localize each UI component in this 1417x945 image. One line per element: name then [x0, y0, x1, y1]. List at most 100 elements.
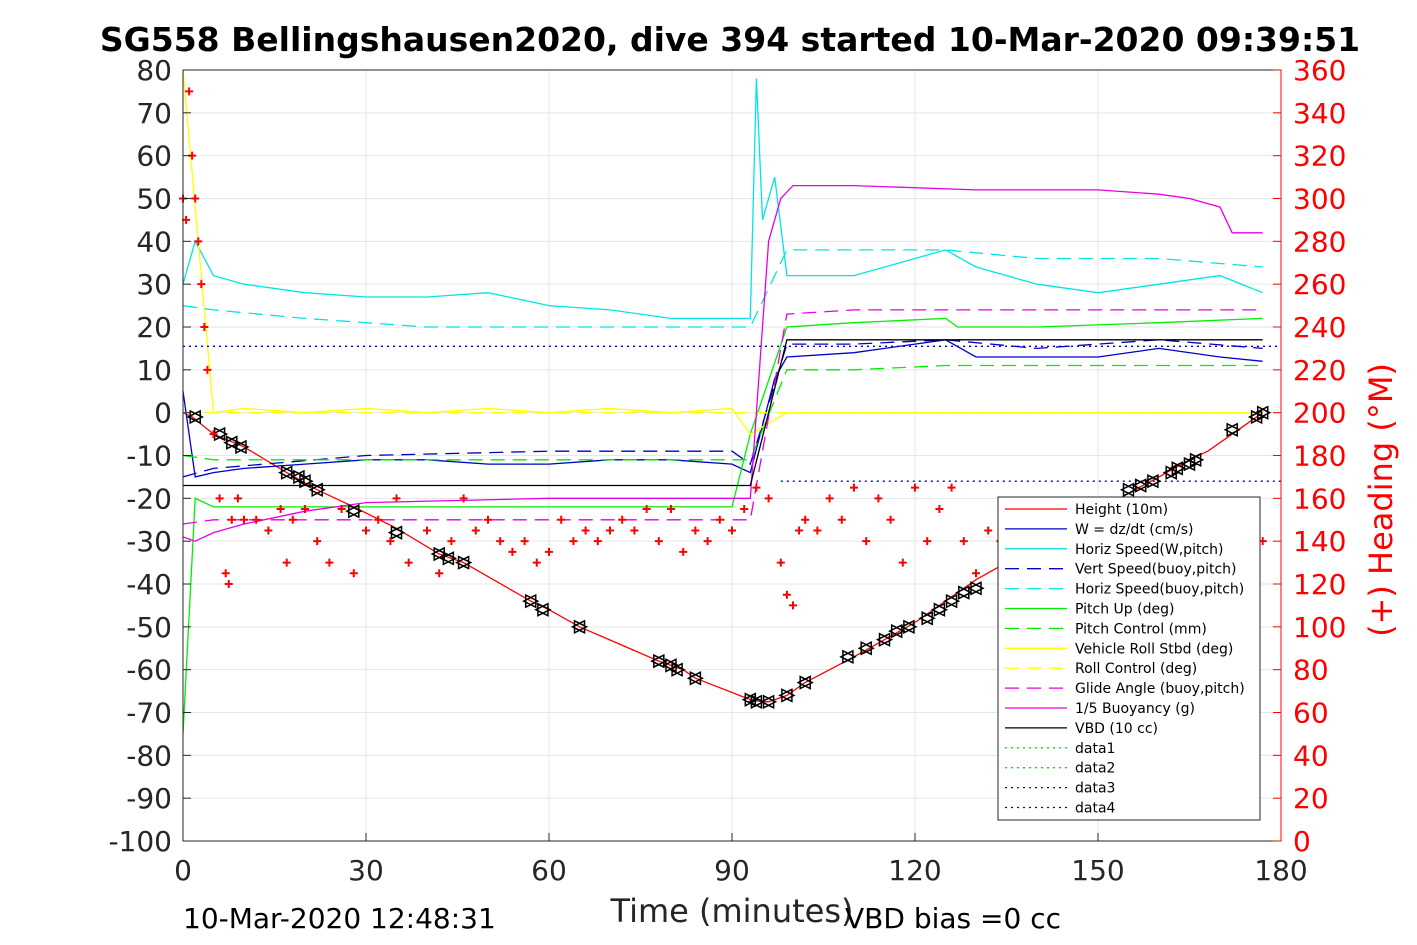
- heading-point-18: [276, 505, 285, 514]
- legend-label-7: Vehicle Roll Stbd (deg): [1075, 641, 1233, 657]
- heading-point-41: [545, 547, 553, 556]
- height-marker-22: [759, 694, 778, 710]
- heading-point-27: [374, 515, 383, 524]
- heading-point-78: [972, 569, 980, 578]
- heading-point-45: [593, 537, 602, 546]
- legend-label-1: W = dz/dt (cm/s): [1075, 522, 1194, 538]
- right-tick-label-12: 120: [1293, 568, 1346, 601]
- heading-point-70: [874, 494, 883, 503]
- heading-point-25: [349, 569, 358, 578]
- heading-point-33: [447, 537, 456, 546]
- heading-point-75: [935, 505, 944, 514]
- height-marker-3: [232, 439, 250, 455]
- height-marker-13: [522, 593, 540, 609]
- heading-point-22: [313, 537, 322, 546]
- left-tick-label-8: 0: [154, 397, 172, 430]
- height-marker-9: [387, 525, 406, 540]
- heading-point-57: [740, 505, 749, 514]
- heading-point-53: [691, 526, 700, 535]
- left-tick-label-17: -90: [126, 782, 172, 815]
- heading-point-36: [484, 515, 492, 524]
- heading-point-40: [532, 558, 541, 567]
- right-tick-label-0: 360: [1293, 54, 1346, 87]
- height-marker-4: [278, 465, 296, 480]
- heading-point-21: [301, 505, 309, 514]
- height-marker-0: [186, 409, 204, 425]
- heading-point-72: [898, 558, 907, 567]
- heading-point-52: [679, 547, 688, 556]
- left-tick-label-18: -100: [108, 825, 172, 858]
- heading-point-20: [288, 515, 297, 524]
- height-marker-26: [857, 641, 875, 656]
- heading-point-55: [715, 515, 724, 524]
- heading-point-49: [642, 505, 651, 514]
- heading-point-24: [337, 505, 346, 514]
- right-tick-label-6: 240: [1293, 311, 1346, 344]
- heading-point-61: [782, 590, 791, 599]
- height-marker-33: [955, 585, 973, 600]
- left-tick-label-13: -50: [126, 611, 172, 644]
- height-marker-8: [345, 503, 363, 519]
- x-axis-label: Time (minutes): [610, 892, 854, 930]
- heading-point-26: [362, 526, 370, 535]
- heading-point-23: [325, 558, 334, 567]
- heading-point-9: [209, 430, 218, 439]
- heading-point-7: [200, 323, 209, 331]
- heading-point-16: [252, 515, 261, 524]
- heading-point-77: [959, 537, 968, 546]
- height-marker-19: [686, 671, 705, 686]
- heading-point-76: [947, 483, 956, 492]
- height-marker-39: [1168, 461, 1186, 476]
- heading-point-38: [508, 547, 517, 556]
- left-tick-label-11: -30: [126, 525, 172, 558]
- right-tick-label-5: 260: [1293, 268, 1346, 301]
- right-tick-label-13: 100: [1293, 611, 1346, 644]
- heading-point-19: [282, 558, 291, 567]
- height-marker-37: [1144, 473, 1162, 489]
- series-line-9: [182, 309, 1263, 525]
- legend-label-15: data4: [1075, 801, 1116, 817]
- series-line-5: [182, 317, 1263, 734]
- height-marker-11: [439, 551, 458, 566]
- height-marker-15: [570, 619, 589, 635]
- left-tick-label-16: -80: [126, 739, 172, 772]
- left-tick-label-3: 50: [136, 183, 172, 216]
- series-line-2: [182, 78, 1263, 320]
- right-tick-label-1: 340: [1293, 97, 1346, 130]
- heading-point-14: [233, 494, 242, 503]
- heading-point-35: [471, 526, 480, 535]
- heading-point-39: [520, 537, 529, 546]
- x-tick-label-4: 120: [888, 854, 941, 887]
- height-marker-14: [534, 602, 552, 617]
- heading-point-12: [224, 580, 233, 588]
- legend-label-14: data3: [1075, 781, 1115, 797]
- height-marker-2: [223, 435, 241, 450]
- series-line-11: [183, 339, 1263, 487]
- right-axis-label: (+) Heading (°M): [1362, 363, 1400, 637]
- height-marker-29: [900, 619, 918, 635]
- legend-label-6: Pitch Control (mm): [1075, 621, 1207, 637]
- right-tick-label-11: 140: [1293, 525, 1346, 558]
- heading-point-29: [392, 494, 401, 503]
- right-tick-label-7: 220: [1293, 354, 1346, 387]
- left-tick-label-9: -10: [126, 440, 172, 473]
- height-marker-34: [967, 581, 985, 596]
- left-tick-label-12: -40: [126, 568, 172, 601]
- right-tick-label-16: 40: [1293, 739, 1329, 772]
- height-marker-35: [1119, 482, 1138, 497]
- height-marker-36: [1132, 478, 1150, 493]
- x-tick-label-1: 30: [348, 854, 384, 887]
- heading-point-34: [459, 494, 468, 503]
- right-tick-label-15: 60: [1293, 697, 1329, 730]
- legend-label-10: 1/5 Buoyancy (g): [1075, 701, 1195, 717]
- legend-label-12: data1: [1075, 741, 1115, 757]
- heading-point-43: [569, 537, 578, 546]
- heading-point-71: [886, 515, 895, 524]
- heading-point-54: [703, 537, 712, 546]
- legend-label-5: Pitch Up (deg): [1075, 602, 1174, 618]
- heading-point-32: [435, 569, 444, 578]
- left-tick-label-14: -60: [126, 654, 172, 687]
- legend-label-8: Roll Control (deg): [1075, 661, 1197, 677]
- height-marker-27: [875, 632, 894, 647]
